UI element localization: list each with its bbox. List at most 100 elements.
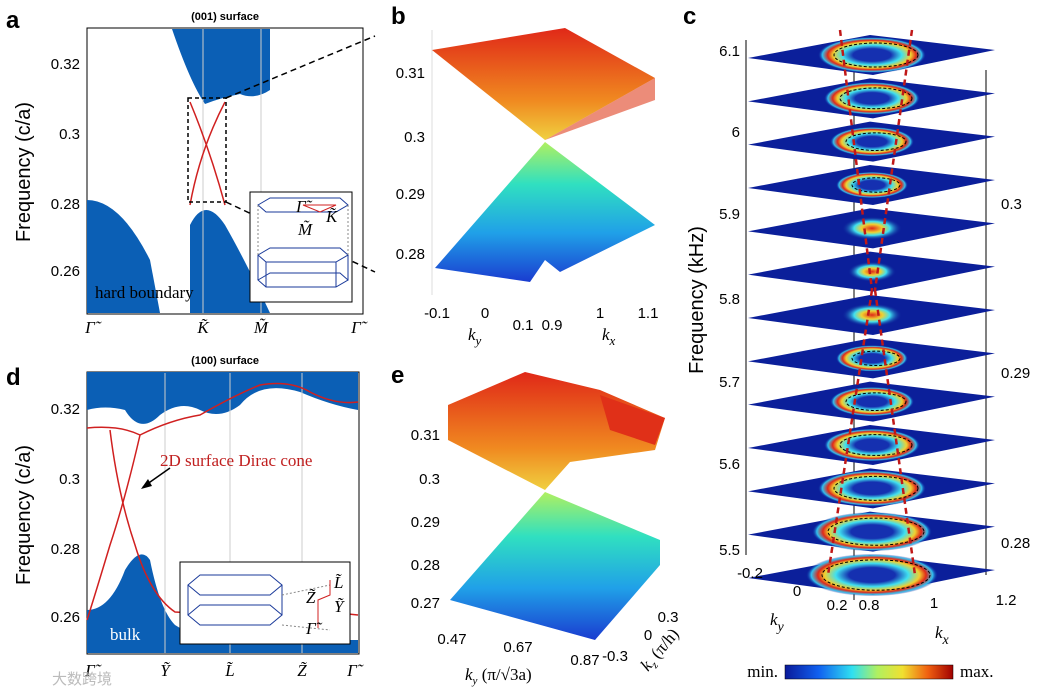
dispersion-contour: [821, 559, 931, 591]
panel-c-ky-tick-2: 0.2: [827, 597, 848, 614]
panel-b-lower-cone: [435, 142, 655, 282]
panel-d-yticks: 0.32 0.3 0.28 0.26: [51, 401, 80, 626]
panel-a-title: (001) surface: [191, 11, 259, 23]
panel-b-kx-tick-0: 0.9: [542, 317, 563, 334]
panel-c-left-tick-5: 5.6: [719, 456, 740, 473]
panel-d-dirac-arrow-head: [141, 479, 152, 489]
panel-b-ky-tick-0: -0.1: [424, 305, 450, 322]
panel-c-left-tick-2: 5.9: [719, 206, 740, 223]
field-intensity: [848, 261, 896, 282]
panel-e-ky-ticks: 0.47 0.67 0.87: [437, 631, 599, 669]
panel-letter-b: b: [391, 3, 406, 30]
panel-a-ylabel: Frequency (c/a): [13, 102, 35, 242]
panel-e-zticks: 0.31 0.3 0.29 0.28 0.27: [411, 427, 440, 612]
panel-e-ztick-1: 0.3: [419, 471, 440, 488]
panel-a-yticks: 0.32 0.3 0.28 0.26: [51, 56, 80, 280]
panel-d-inset: L̃ Z̃ Ỹ Γ̃: [179, 561, 351, 645]
field-intensity: [824, 428, 920, 462]
panel-d-ylabel: Frequency (c/a): [13, 445, 35, 585]
panel-c-ky-label: ky: [770, 610, 785, 635]
dirac-cone-guide: [873, 289, 917, 576]
panel-d-inset-proj-2: [281, 624, 331, 631]
panel-d-ytick-2: 0.28: [51, 541, 80, 558]
panel-c-right-ticks: 0.3 0.29 0.28: [1001, 196, 1030, 552]
panel-a-bulk-left: [87, 200, 160, 313]
iso-frequency-slice: [748, 511, 995, 552]
panel-c-kx-label: kx: [935, 623, 950, 648]
panel-d-surface-band-1: [86, 426, 141, 621]
dispersion-contour: [851, 177, 901, 193]
panel-d-inset-frame: [179, 561, 351, 645]
panel-d: d (100) surface 0.32 0.3 0.28 0.26 Frequ…: [6, 355, 364, 680]
iso-frequency-slice: [748, 251, 995, 292]
panel-d-title: (100) surface: [191, 355, 259, 367]
panel-b-zticks: 0.31 0.3 0.29 0.28: [396, 65, 425, 263]
panel-b-ztick-2: 0.29: [396, 186, 425, 203]
panel-d-xticks: Γ̃ Ỹ L̃ Z̃ Γ̃: [84, 661, 364, 680]
dispersion-contour: [833, 475, 919, 501]
dispersion-contour: [845, 392, 907, 411]
panel-a-inset: Γ̃ K̃ M̃: [249, 191, 353, 303]
dispersion-contour: [833, 42, 919, 68]
dirac-cone-guide: [826, 289, 874, 576]
panel-c-left-ticks: 6.1 6 5.9 5.8 5.7 5.6 5.5: [719, 43, 740, 559]
field-intensity: [842, 216, 902, 240]
field-intensity: [830, 126, 914, 157]
field-intensity: [824, 81, 920, 115]
dispersion-contour: [851, 350, 901, 367]
dirac-cone-guide: [873, 29, 914, 291]
panel-b-ztick-1: 0.3: [404, 129, 425, 146]
panel-a-inset-frame: [249, 191, 353, 303]
panel-letter-a: a: [6, 7, 20, 34]
panel-b-kx-tick-1: 1: [596, 305, 604, 322]
panel-d-inset-proj-1: [281, 584, 331, 596]
panel-c-colorbar-max: max.: [960, 662, 994, 681]
panel-b-kx-label: kx: [602, 325, 616, 348]
panel-a-inset-path: [302, 204, 337, 213]
panel-d-xtick-4: Γ̃: [346, 661, 364, 680]
panel-a-xtick-0: Γ̃: [84, 318, 102, 337]
dispersion-contour: [827, 517, 925, 546]
panel-b-upper-cone: [432, 28, 655, 140]
panel-a-zoom-box: [187, 97, 227, 203]
panel-d-dirac-label: 2D surface Dirac cone: [160, 451, 312, 470]
panel-b-kx-ticks: 0.9 1 1.1: [542, 305, 659, 334]
panel-b-ky-tick-1: 0: [481, 305, 489, 322]
panel-c-left-tick-1: 6: [732, 124, 740, 141]
panel-b-ztick-3: 0.28: [396, 246, 425, 263]
panel-e-ztick-3: 0.28: [411, 557, 440, 574]
panel-d-xtick-1: Ỹ: [160, 661, 171, 680]
panel-c-left-tick-4: 5.7: [719, 374, 740, 391]
panel-c-kx-tick-0: 0.8: [859, 597, 880, 614]
panel-d-inset-label-0: L̃: [333, 573, 343, 592]
panel-e-kz-tick-1: 0: [644, 627, 652, 644]
dispersion-contour: [839, 87, 913, 110]
iso-frequency-slice: [748, 468, 995, 509]
panel-b-ztick-0: 0.31: [396, 65, 425, 82]
panel-d-inset-label-2: Ỹ: [334, 597, 345, 616]
panel-a-ytick-0: 0.32: [51, 56, 80, 73]
iso-frequency-slice: [748, 165, 995, 205]
panel-d-ytick-1: 0.3: [59, 471, 80, 488]
panel-c-left-tick-0: 6.1: [719, 43, 740, 60]
panel-c-slices: [748, 29, 995, 597]
panel-d-bulk-label: bulk: [110, 625, 141, 644]
panel-a-xticks: Γ̃ K̃ M̃ Γ̃: [84, 318, 368, 337]
panel-a-surface-band-2: [189, 101, 226, 206]
panel-c-left-tick-3: 5.8: [719, 291, 740, 308]
panel-e-ky-tick-0: 0.47: [437, 631, 466, 648]
panel-e-kz-tick-0: 0.3: [658, 609, 679, 626]
panel-c-kx-ticks: 0.8 1 1.2: [859, 592, 1017, 614]
panel-e-kz-tick-2: -0.3: [602, 648, 628, 665]
panel-a-zoom-line-top: [225, 35, 376, 99]
panel-a-ytick-2: 0.28: [51, 196, 80, 213]
watermark: 大数跨境: [52, 670, 112, 688]
panel-a-ytick-3: 0.26: [51, 263, 80, 280]
panel-c-left-tick-6: 5.5: [719, 542, 740, 559]
iso-frequency-slice: [748, 121, 995, 162]
panel-e-ztick-4: 0.27: [411, 595, 440, 612]
field-intensity: [842, 303, 902, 327]
panel-letter-c: c: [683, 3, 696, 30]
panel-c-kx-tick-2: 1.2: [996, 592, 1017, 609]
